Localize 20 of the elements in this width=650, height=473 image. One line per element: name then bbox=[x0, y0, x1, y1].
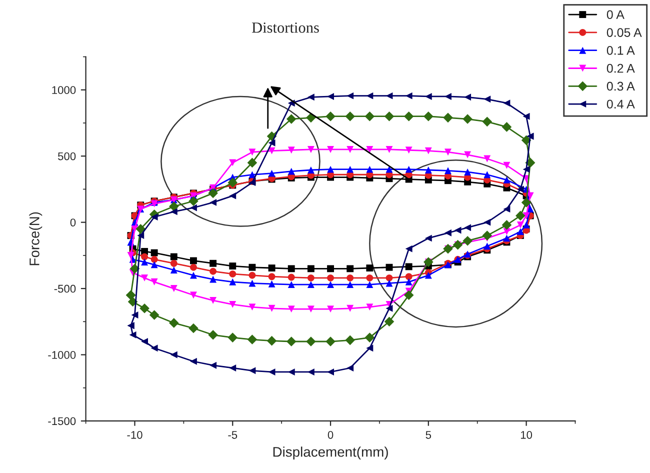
legend-label: 0.2 A bbox=[606, 64, 635, 73]
x-axis-title: Displacement(mm) bbox=[273, 446, 388, 460]
legend-label: 0.05 A bbox=[606, 28, 642, 37]
y-tick-label: 500 bbox=[58, 152, 76, 160]
y-axis-title: Force(N) bbox=[29, 212, 42, 266]
legend-label: 0.4 A bbox=[606, 100, 635, 109]
y-tick-label: -1000 bbox=[48, 351, 76, 359]
y-tick-label: -1500 bbox=[48, 417, 76, 426]
x-tick-label: -5 bbox=[228, 431, 238, 439]
legend-label: 0.1 A bbox=[606, 46, 635, 55]
legend-label: 0.3 A bbox=[606, 82, 635, 91]
legend-label: 0 A bbox=[606, 10, 624, 20]
y-tick-label: 1000 bbox=[52, 86, 76, 94]
x-tick-label: -10 bbox=[127, 430, 142, 439]
x-tick-label: 10 bbox=[520, 430, 532, 439]
text: Distortions bbox=[252, 22, 319, 33]
x-tick-label: 5 bbox=[426, 431, 432, 439]
y-tick-label: -500 bbox=[54, 284, 76, 293]
x-tick-label: 0 bbox=[328, 430, 334, 439]
y-tick-label: 0 bbox=[70, 218, 76, 226]
